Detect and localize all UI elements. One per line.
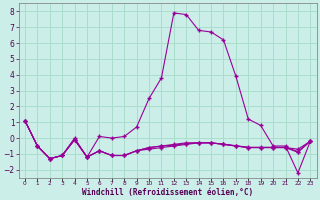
X-axis label: Windchill (Refroidissement éolien,°C): Windchill (Refroidissement éolien,°C) <box>82 188 253 197</box>
